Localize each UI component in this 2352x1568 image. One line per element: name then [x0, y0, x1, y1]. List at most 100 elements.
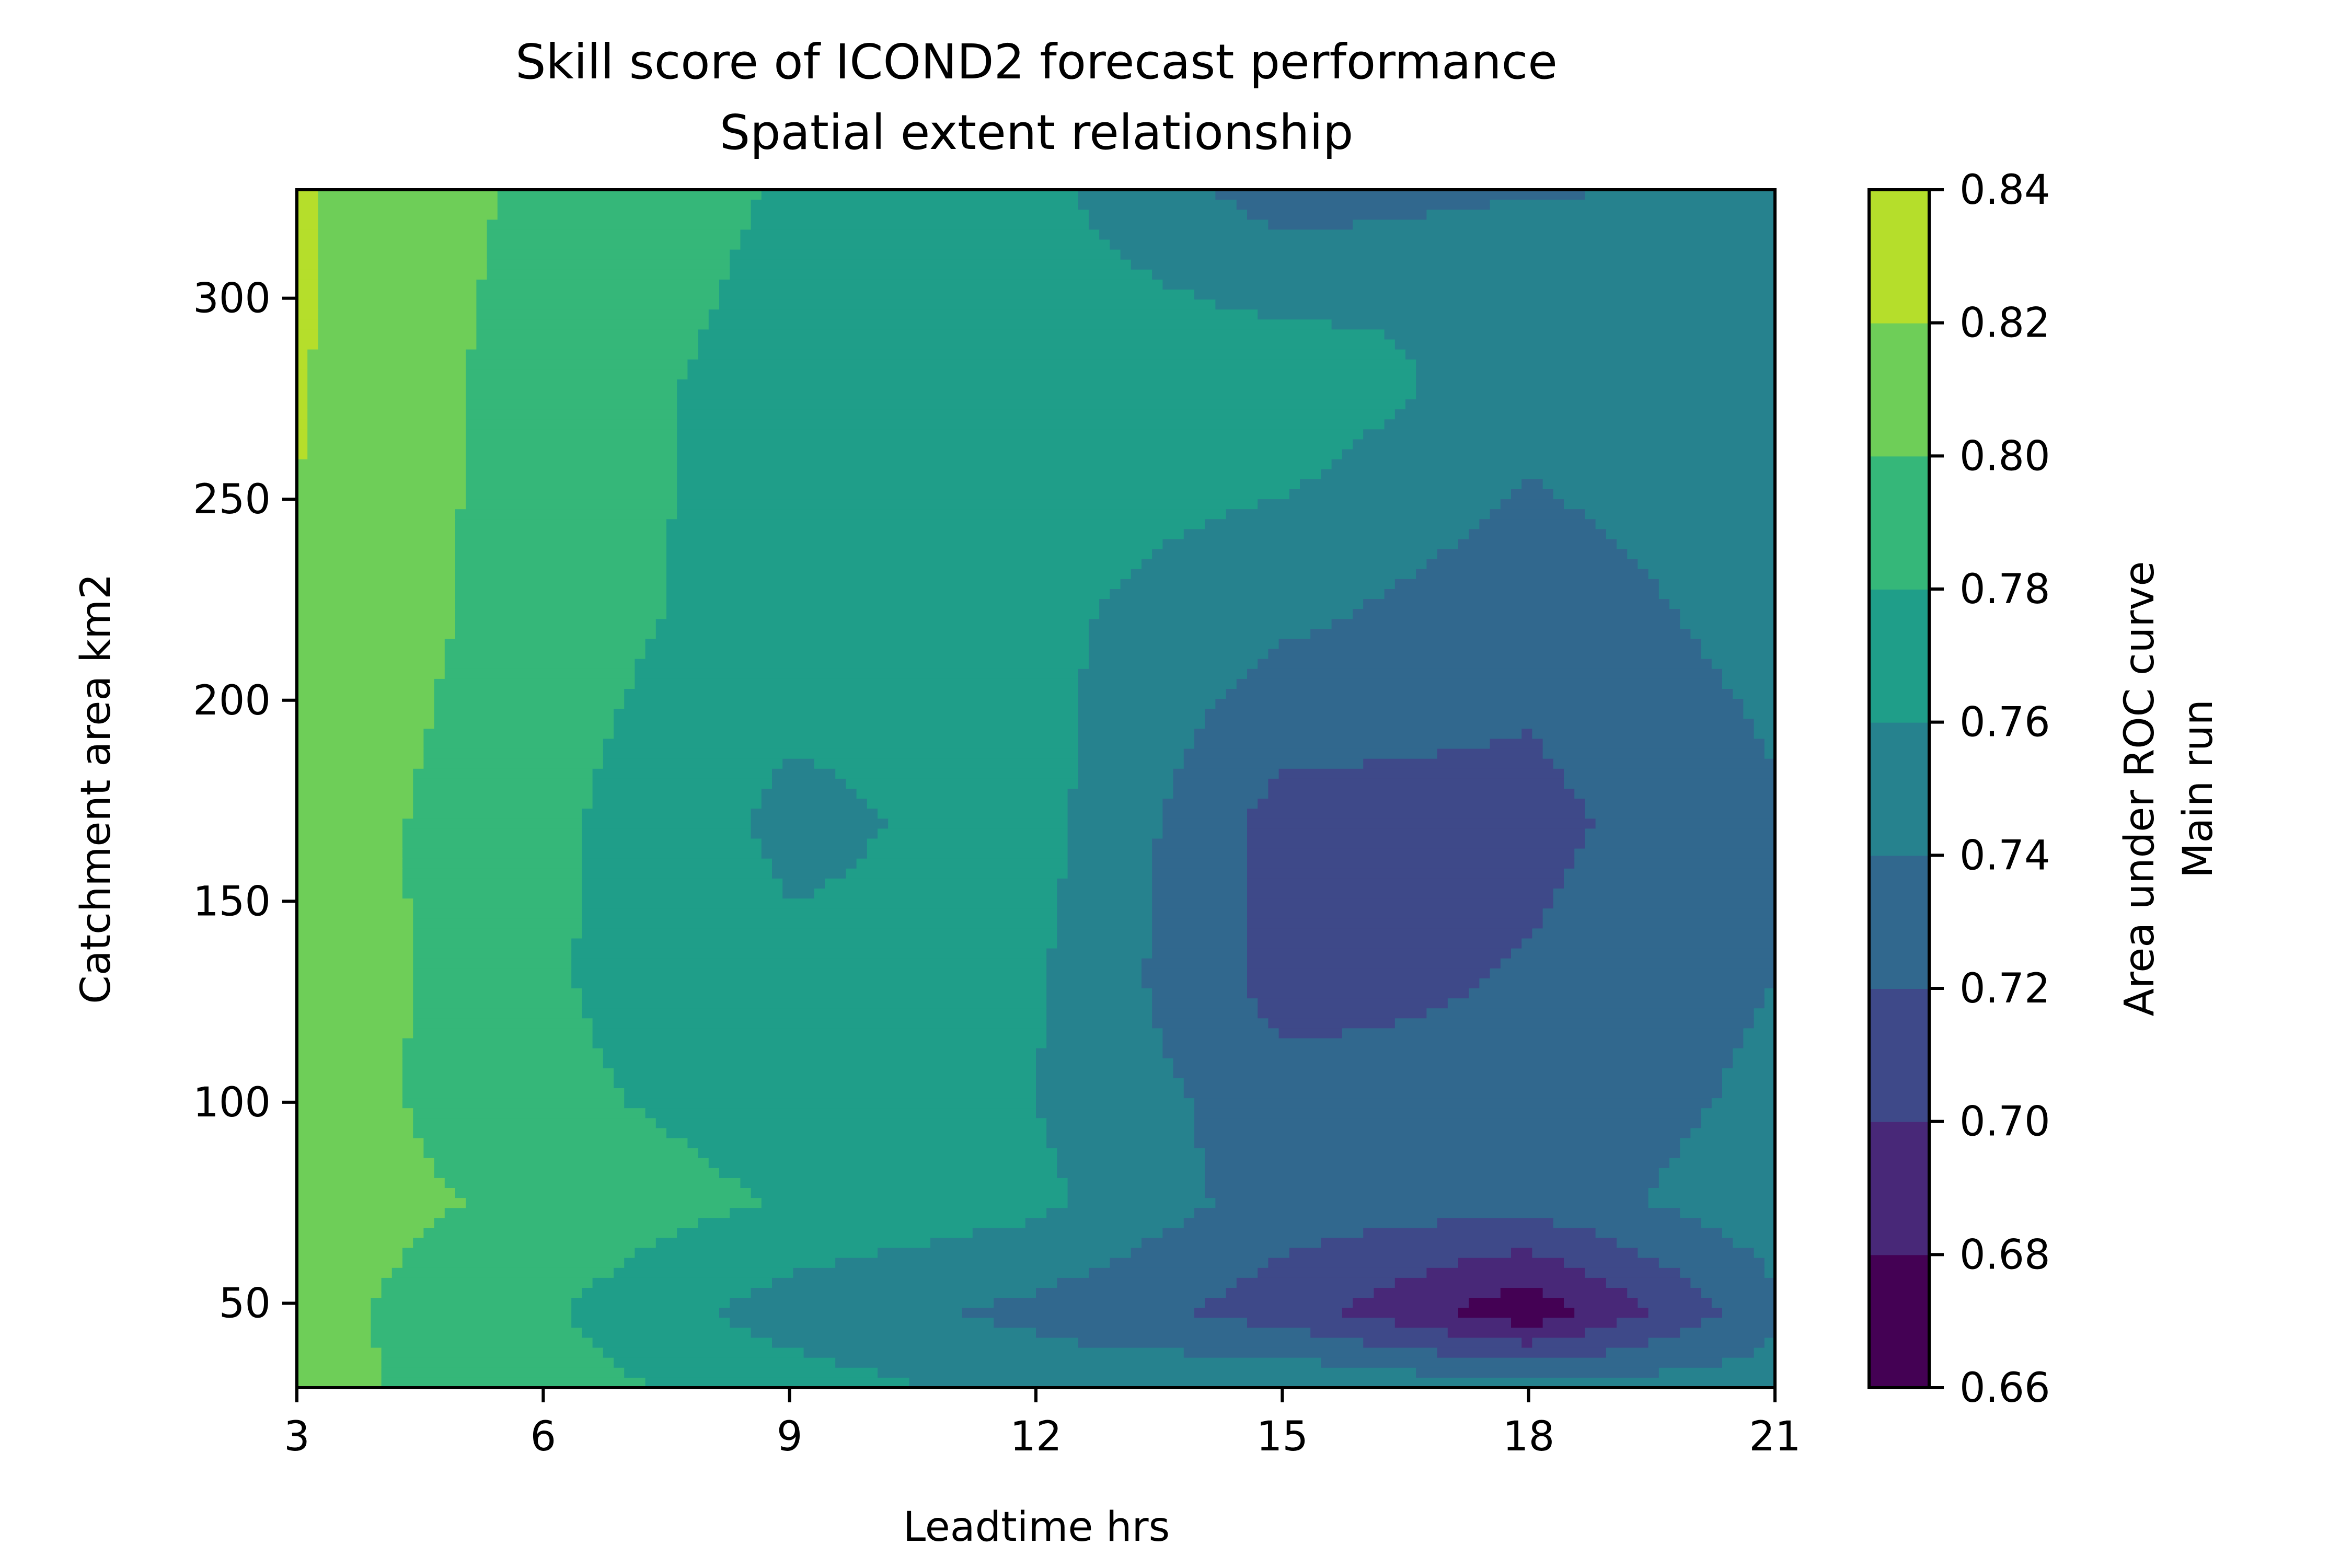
contour-cell — [1764, 988, 1775, 999]
contour-cell — [466, 379, 678, 390]
contour-cell — [856, 789, 1068, 800]
contour-cell — [455, 529, 667, 540]
contour-cell — [444, 668, 636, 679]
contour-cell — [751, 200, 1079, 211]
contour-cell — [381, 1377, 646, 1388]
contour-cell — [423, 758, 604, 769]
contour-cell — [1553, 489, 1775, 500]
contour-cell — [1067, 868, 1153, 879]
contour-cell — [413, 938, 572, 949]
contour-cell — [1532, 729, 1755, 740]
contour-cell — [1162, 1028, 1279, 1039]
contour-cell — [1078, 668, 1248, 679]
colorbar-tick-label: 0.84 — [1959, 167, 2050, 214]
contour-cell — [444, 659, 636, 670]
contour-cell — [297, 1277, 382, 1288]
contour-cell — [455, 609, 667, 620]
contour-cell — [1089, 619, 1332, 630]
contour-cell — [1205, 719, 1755, 730]
contour-cell — [1152, 858, 1248, 869]
contour-cell — [1268, 1258, 1459, 1269]
contour-cell — [1152, 938, 1248, 949]
contour-cell — [782, 758, 815, 769]
contour-cell — [1722, 1078, 1775, 1089]
contour-cell — [455, 539, 667, 550]
colorbar-band — [1869, 1254, 1929, 1388]
contour-cell — [1437, 1218, 1554, 1229]
contour-cell — [1564, 878, 1775, 889]
contour-cell — [455, 519, 667, 530]
contour-cell — [297, 1078, 403, 1089]
contour-cell — [582, 998, 1047, 1009]
contour-cell — [1606, 529, 1775, 540]
contour-cell — [297, 1258, 403, 1269]
contour-cell — [297, 469, 467, 480]
contour-cell — [297, 569, 456, 580]
contour-cell — [1606, 1277, 1691, 1288]
contour-cell — [466, 439, 678, 450]
contour-cell — [1542, 908, 1775, 919]
colorbar-band — [1869, 722, 1929, 856]
contour-cell — [1057, 928, 1153, 939]
contour-cell — [1542, 918, 1775, 929]
contour-cell — [1658, 1178, 1775, 1189]
contour-cell — [698, 339, 1396, 350]
x-tick-label: 15 — [1256, 1413, 1308, 1460]
contour-cell — [1142, 968, 1248, 979]
contour-cell — [297, 1088, 403, 1099]
contour-cell — [730, 1318, 995, 1329]
contour-cell — [1078, 709, 1206, 720]
contour-cell — [1183, 1347, 1438, 1358]
contour-cell — [698, 1148, 1058, 1159]
contour-cell — [1205, 1148, 1681, 1159]
contour-cell — [413, 918, 583, 929]
contour-cell — [318, 210, 498, 221]
contour-cell — [655, 1118, 1047, 1129]
contour-cell — [635, 678, 1079, 689]
contour-cell — [1152, 918, 1248, 929]
contour-cell — [1405, 349, 1775, 360]
contour-cell — [1532, 928, 1775, 939]
contour-cell — [402, 828, 583, 839]
contour-cell — [318, 269, 488, 280]
contour-cell — [1268, 649, 1702, 660]
contour-cell — [1331, 319, 1775, 330]
contour-cell — [677, 499, 1259, 510]
contour-cell — [1162, 1048, 1734, 1059]
contour-cell — [297, 349, 308, 360]
contour-cell — [1638, 1248, 1755, 1259]
contour-cell — [603, 739, 1079, 750]
contour-cell — [455, 629, 656, 640]
contour-cell — [677, 419, 1385, 430]
contour-cell — [666, 1128, 1047, 1139]
colorbar-tick-label: 0.80 — [1959, 433, 2050, 480]
contour-cell — [381, 1277, 593, 1288]
contour-cell — [1057, 898, 1153, 909]
contour-cell — [1764, 998, 1775, 1009]
contour-cell — [413, 958, 572, 969]
contour-cell — [592, 789, 762, 800]
contour-cell — [297, 359, 308, 370]
contour-cell — [297, 1267, 393, 1278]
contour-cell — [297, 689, 435, 700]
contour-cell — [297, 968, 414, 979]
contour-cell — [413, 789, 593, 800]
contour-cell — [708, 309, 1259, 320]
contour-cell — [1289, 1248, 1512, 1259]
contour-cell — [1152, 878, 1248, 889]
contour-cell — [1564, 1298, 1639, 1309]
contour-cell — [413, 799, 593, 810]
contour-cell — [297, 1038, 403, 1049]
colorbar-tick-label: 0.76 — [1959, 699, 2050, 746]
contour-cell — [1469, 529, 1607, 540]
contour-cell — [297, 1308, 372, 1319]
contour-cell — [1743, 1028, 1775, 1039]
contour-cell — [1532, 1248, 1639, 1259]
contour-cell — [1754, 1008, 1775, 1019]
contour-cell — [1089, 659, 1259, 670]
contour-cell — [1067, 799, 1163, 810]
contour-cell — [582, 848, 762, 859]
contour-cell — [466, 1198, 762, 1209]
contour-cell — [1078, 778, 1174, 789]
contour-cell — [297, 928, 414, 939]
